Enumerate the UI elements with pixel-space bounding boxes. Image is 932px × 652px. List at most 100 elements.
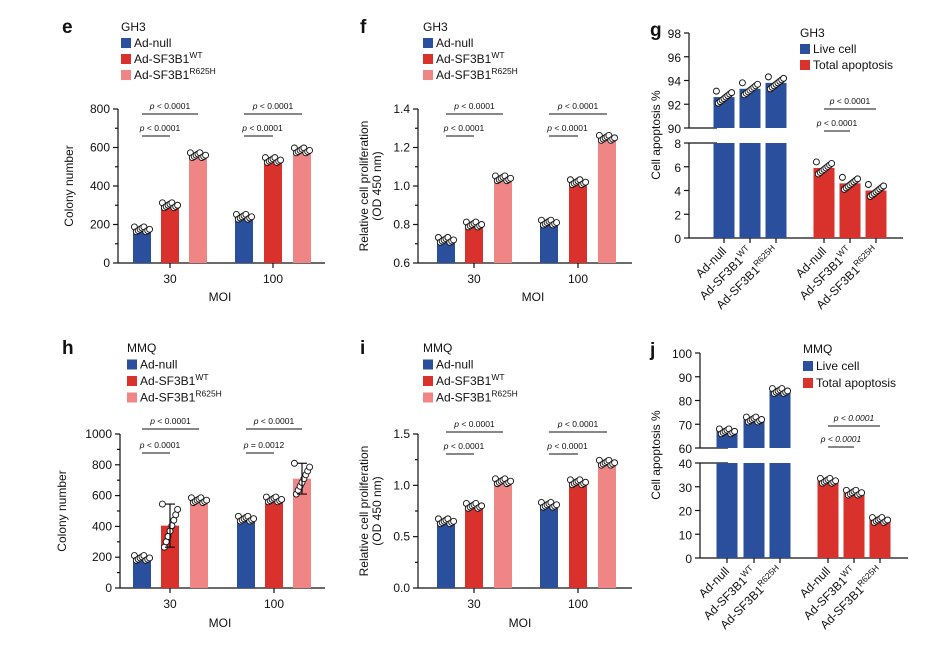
y-tick-label: 92 bbox=[668, 98, 682, 112]
y-tick-label: 0.0 bbox=[393, 581, 410, 595]
p-value-label: p < 0.0001 bbox=[829, 96, 871, 106]
data-point bbox=[478, 502, 486, 510]
legend-item-label: Ad-SF3B1R625H bbox=[436, 389, 518, 405]
y-axis-label: (OD 450 nm) bbox=[370, 151, 384, 220]
y-tick-label: 98 bbox=[668, 27, 682, 41]
bar bbox=[494, 481, 512, 588]
data-point bbox=[784, 387, 792, 395]
legend-swatch bbox=[423, 376, 433, 386]
bar-lower-segment bbox=[769, 463, 791, 558]
bar bbox=[237, 518, 255, 588]
p-value-label: p < 0.0001 bbox=[253, 416, 295, 426]
legend-swatch bbox=[423, 38, 433, 48]
legend-swatch bbox=[803, 361, 813, 371]
bar bbox=[293, 478, 311, 588]
y-tick-label: 70 bbox=[679, 418, 693, 432]
data-point bbox=[828, 159, 836, 167]
p-value-label: p < 0.0001 bbox=[557, 101, 599, 111]
p-value-label: p < 0.0001 bbox=[443, 441, 485, 451]
y-tick-label: 1.0 bbox=[393, 478, 410, 492]
y-tick-label: 30 bbox=[679, 481, 693, 495]
y-tick-label: 1.5 bbox=[393, 427, 410, 441]
data-point bbox=[880, 182, 888, 190]
y-tick-label: 1.0 bbox=[393, 179, 410, 193]
data-point bbox=[712, 87, 720, 95]
p-value-label: p < 0.0001 bbox=[149, 101, 191, 111]
bar bbox=[569, 182, 587, 263]
legend-item-label: Total apoptosis bbox=[816, 376, 896, 390]
y-tick-label: 1.4 bbox=[393, 102, 410, 116]
x-tick-label: 30 bbox=[467, 597, 481, 611]
p-value-label: p < 0.0001 bbox=[453, 419, 495, 429]
bar-lower-segment bbox=[716, 463, 738, 558]
data-point bbox=[174, 506, 182, 513]
data-point bbox=[611, 459, 619, 467]
bar bbox=[598, 137, 616, 263]
legend-swatch bbox=[127, 376, 137, 386]
panel-letter: e bbox=[62, 17, 73, 38]
data-point bbox=[838, 173, 846, 181]
bar bbox=[540, 222, 558, 263]
data-point bbox=[277, 156, 285, 164]
p-value-label: p < 0.0001 bbox=[252, 101, 294, 111]
y-tick-label: 100 bbox=[672, 347, 692, 361]
bar bbox=[598, 462, 616, 588]
data-point bbox=[158, 500, 166, 508]
y-tick-label: 94 bbox=[668, 75, 682, 89]
x-axis-label: MOI bbox=[209, 290, 232, 304]
y-tick-label: 600 bbox=[90, 141, 110, 155]
bar bbox=[465, 505, 483, 588]
legend-swatch bbox=[423, 54, 433, 64]
y-tick-label: 200 bbox=[90, 218, 110, 232]
bar-lower-segment bbox=[743, 463, 765, 558]
data-point bbox=[306, 146, 314, 154]
bar bbox=[265, 499, 283, 588]
data-point bbox=[582, 178, 590, 186]
legend-item-label: Ad-SF3B1WT bbox=[140, 372, 209, 388]
legend-item-label: Ad-SF3B1R625H bbox=[134, 66, 216, 82]
y-tick-label: 90 bbox=[679, 371, 693, 385]
p-value-label: p < 0.0001 bbox=[833, 413, 875, 423]
data-point bbox=[306, 463, 314, 471]
y-tick-label: 0 bbox=[685, 552, 692, 566]
bar bbox=[813, 167, 835, 238]
p-value-label: p < 0.0001 bbox=[241, 123, 283, 133]
bar bbox=[817, 480, 839, 558]
legend-swatch bbox=[423, 359, 433, 370]
data-point bbox=[146, 225, 154, 233]
y-axis-label: Cell apoptosis % bbox=[649, 410, 663, 500]
data-point bbox=[738, 79, 746, 87]
data-point bbox=[864, 181, 872, 188]
y-tick-label: 0.6 bbox=[393, 256, 410, 270]
x-axis-label: MOI bbox=[509, 616, 532, 630]
p-value-label: p < 0.0001 bbox=[443, 123, 485, 133]
panel-letter: f bbox=[360, 17, 367, 38]
legend-item-label: Ad-SF3B1WT bbox=[436, 372, 505, 388]
legend-swatch bbox=[423, 70, 433, 80]
legend-item-label: Ad-null bbox=[436, 36, 473, 50]
bar-lower-segment bbox=[765, 143, 787, 238]
legend-title: MMQ bbox=[803, 342, 832, 356]
data-point bbox=[202, 151, 210, 159]
data-point bbox=[812, 158, 820, 166]
legend-title: GH3 bbox=[423, 20, 448, 34]
legend-item-label: Live cell bbox=[813, 42, 856, 56]
bar-lower-segment bbox=[739, 143, 761, 238]
bar bbox=[869, 520, 891, 558]
data-point bbox=[278, 496, 286, 503]
p-value-label: p < 0.0001 bbox=[149, 416, 191, 426]
bar bbox=[569, 482, 587, 588]
legend-item-label: Live cell bbox=[816, 359, 859, 373]
data-point bbox=[780, 74, 788, 82]
panel-letter: j bbox=[649, 340, 655, 361]
data-point bbox=[290, 459, 298, 467]
bar bbox=[133, 229, 151, 263]
bar bbox=[494, 178, 512, 263]
p-value-label: p < 0.0001 bbox=[139, 440, 181, 450]
bar bbox=[264, 160, 282, 263]
p-value-label: p < 0.0001 bbox=[453, 101, 495, 111]
y-axis-label: Relative cell proliferation bbox=[357, 446, 371, 577]
x-tick-label: 30 bbox=[467, 272, 481, 286]
legend-title: MMQ bbox=[423, 341, 452, 355]
